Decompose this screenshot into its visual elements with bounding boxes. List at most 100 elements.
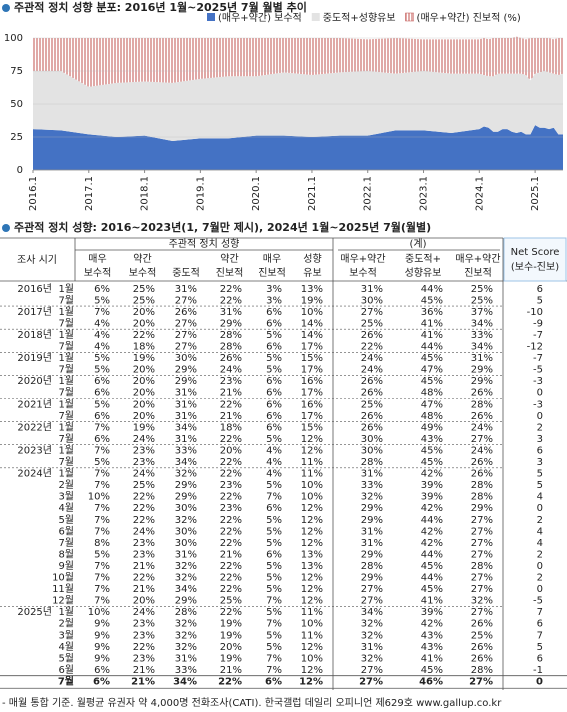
cell: 22% [220,399,242,410]
cell: 26% [471,388,493,399]
cell: 24% [361,353,383,364]
cell: 28% [471,665,493,676]
net-score: 0 [537,503,543,514]
cell: 31% [361,284,383,295]
cell: 42% [421,538,443,549]
column-header: 진보적 [216,267,244,279]
cell: 49% [421,422,443,433]
bullet [2,4,10,12]
column-header: 중도적+ [405,253,441,265]
column-header: 매우 [88,253,106,265]
net-score: -5 [533,365,543,376]
cell: 20% [133,318,155,329]
cell: 22% [220,457,242,468]
net-header-box [503,237,567,282]
cell: 30% [175,526,197,537]
cell: 27% [175,318,197,329]
column-header: 진보적 [464,267,492,279]
net-score: 4 [537,492,543,503]
legend-swatch [311,13,320,21]
cell: 22% [220,538,242,549]
cell: 16% [301,376,323,387]
cell: 32% [175,469,197,480]
cell: 29% [361,549,383,560]
cell: 29% [175,492,197,503]
net-score: -3 [533,399,543,410]
cell: 24% [471,422,493,433]
cell: 25% [220,596,242,607]
cell: 7% [266,619,282,630]
cell: 45% [421,376,443,387]
cell: 12% [301,584,323,595]
cell: 30% [361,445,383,456]
net-score: -1 [533,665,543,676]
cell: 12% [301,573,323,584]
cell: 22% [220,492,242,503]
cell: 23% [133,549,155,560]
cell: 27% [359,676,383,687]
x-tick-label: 2019.1 [195,176,206,211]
cell: 27% [361,596,383,607]
column-header: 보수적 [84,267,112,279]
cell: 26% [471,653,493,664]
cell: 26% [361,388,383,399]
cell: 39% [421,492,443,503]
cell: 29% [361,503,383,514]
cell: 6% [94,376,110,387]
row-month: 7월 [58,456,74,468]
cell: 22% [220,584,242,595]
cell: 7% [266,492,282,503]
cell: 10% [301,307,323,318]
cell: 5% [266,480,282,491]
cell: 37% [471,307,493,318]
cell: 46% [419,676,443,687]
cell: 5% [266,434,282,445]
cell: 23% [133,445,155,456]
cell: 19% [220,630,242,641]
net-score: 2 [537,422,543,433]
cell: 16% [301,399,323,410]
cell: 28% [471,399,493,410]
cell: 23% [133,457,155,468]
cell: 7% [94,307,110,318]
cell: 6% [266,399,282,410]
row-year: 2024년 [17,468,52,480]
cell: 26% [361,411,383,422]
net-score: 0 [537,561,543,572]
cell: 34% [471,342,493,353]
x-tick-label: 2022.1 [363,176,374,211]
cell: 27% [175,295,197,306]
cell: 20% [133,307,155,318]
cell: 43% [421,642,443,653]
row-month: 7월 [58,433,74,445]
cell: 12% [299,676,323,687]
cell: 29% [175,376,197,387]
row-month: 7월 [58,364,74,376]
cell: 7% [94,515,110,526]
column-header: 매우+약간 [340,253,385,265]
cell: 34% [175,457,197,468]
cell: 23% [133,538,155,549]
cell: 12% [301,596,323,607]
cell: 4% [266,457,282,468]
cell: 32% [361,630,383,641]
cell: 10% [301,653,323,664]
cell: 15% [301,422,323,433]
cell: 48% [421,411,443,422]
cell: 33% [361,480,383,491]
cell: 22% [220,295,242,306]
y-tick-label: 25 [10,132,23,143]
cell: 25% [471,630,493,641]
cell: 25% [471,284,493,295]
cell: 11% [301,630,323,641]
cell: 22% [220,515,242,526]
cell: 5% [266,561,282,572]
cell: 42% [421,619,443,630]
row-month: 5월 [58,652,74,664]
cell: 5% [266,515,282,526]
cell: 27% [471,549,493,560]
cell: 31% [175,388,197,399]
row-month: 4월 [58,502,74,514]
x-tick-label: 2025.1 [530,176,541,211]
cell: 45% [421,561,443,572]
